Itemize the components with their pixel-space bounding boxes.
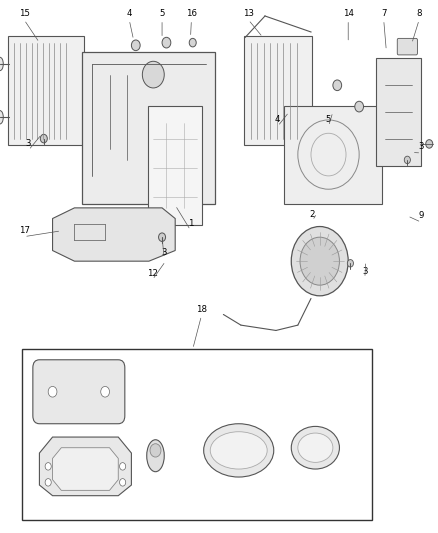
Text: 8: 8 [417, 9, 422, 18]
Ellipse shape [0, 110, 3, 124]
FancyBboxPatch shape [284, 106, 382, 204]
Ellipse shape [0, 58, 3, 71]
Ellipse shape [150, 443, 161, 457]
FancyBboxPatch shape [244, 36, 312, 145]
Text: 15: 15 [18, 9, 30, 18]
Text: 2: 2 [310, 210, 315, 219]
FancyBboxPatch shape [33, 360, 125, 424]
Ellipse shape [298, 433, 333, 462]
Circle shape [355, 101, 364, 112]
Text: 7: 7 [381, 9, 386, 18]
FancyBboxPatch shape [397, 38, 417, 55]
Circle shape [48, 386, 57, 397]
Circle shape [131, 40, 140, 51]
FancyBboxPatch shape [22, 349, 372, 520]
Text: 18: 18 [196, 305, 207, 313]
Ellipse shape [291, 426, 339, 469]
Circle shape [45, 463, 51, 470]
Circle shape [300, 237, 339, 285]
Text: 5: 5 [159, 9, 165, 18]
FancyBboxPatch shape [376, 58, 421, 166]
Text: 16: 16 [186, 9, 197, 18]
Circle shape [159, 233, 166, 241]
Circle shape [333, 80, 342, 91]
Ellipse shape [210, 432, 267, 469]
Text: 12: 12 [147, 269, 158, 278]
FancyBboxPatch shape [148, 106, 202, 225]
Polygon shape [39, 437, 131, 496]
Text: 1: 1 [188, 220, 193, 228]
Ellipse shape [204, 424, 274, 477]
Circle shape [120, 479, 126, 486]
Text: 5: 5 [326, 116, 331, 124]
Circle shape [426, 140, 433, 148]
Circle shape [162, 37, 171, 48]
Circle shape [404, 156, 410, 164]
Polygon shape [53, 208, 175, 261]
Text: 3: 3 [162, 248, 167, 256]
Circle shape [101, 386, 110, 397]
Circle shape [45, 479, 51, 486]
Text: 17: 17 [18, 226, 30, 235]
Circle shape [120, 463, 126, 470]
Text: 4: 4 [127, 9, 132, 18]
Text: 13: 13 [243, 9, 254, 18]
Circle shape [40, 134, 47, 143]
FancyBboxPatch shape [82, 52, 215, 204]
Circle shape [291, 227, 348, 296]
Text: 14: 14 [343, 9, 354, 18]
Circle shape [189, 38, 196, 47]
Text: 3: 3 [419, 142, 424, 151]
FancyBboxPatch shape [8, 36, 84, 145]
Text: 9: 9 [419, 212, 424, 220]
Text: 3: 3 [26, 140, 31, 148]
Circle shape [142, 61, 164, 88]
Text: 4: 4 [275, 116, 280, 124]
Polygon shape [53, 448, 118, 490]
Circle shape [347, 260, 353, 267]
Ellipse shape [147, 440, 164, 472]
Text: 3: 3 [362, 268, 367, 276]
